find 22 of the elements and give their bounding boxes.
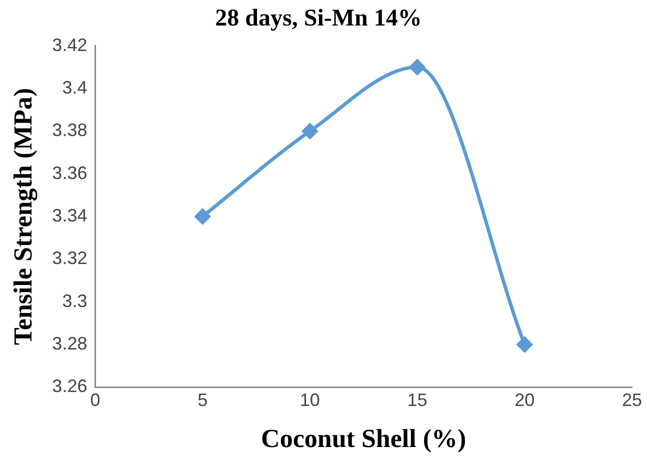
point [302, 123, 318, 139]
point [516, 336, 532, 352]
y-tick-label: 3.26 [52, 376, 88, 396]
y-tick-label: 3.42 [52, 34, 88, 55]
x-tick-label: 25 [622, 390, 642, 410]
y-tick-label: 3.28 [52, 333, 88, 354]
y-tick-label: 3.36 [52, 162, 88, 183]
x-tick-label: 10 [300, 390, 320, 410]
point [194, 208, 210, 224]
chart-title: 28 days, Si-Mn 14% [215, 6, 422, 32]
y-tick-label: 3.4 [62, 77, 88, 98]
point [410, 59, 426, 75]
y-tick-label: 3.32 [52, 248, 88, 268]
x-axis-title: Coconut Shell (%) [261, 424, 466, 454]
x-tick-label: 20 [514, 390, 535, 410]
y-axis-title: Tensile Strength (MPa) [8, 88, 38, 346]
x-tick-label: 0 [90, 390, 100, 410]
y-tick-label: 3.38 [52, 120, 88, 140]
x-tick-label: 15 [407, 390, 428, 410]
x-tick-label: 5 [198, 390, 208, 410]
y-tick-label: 3.34 [52, 205, 88, 226]
y-tick-label: 3.3 [62, 290, 88, 311]
